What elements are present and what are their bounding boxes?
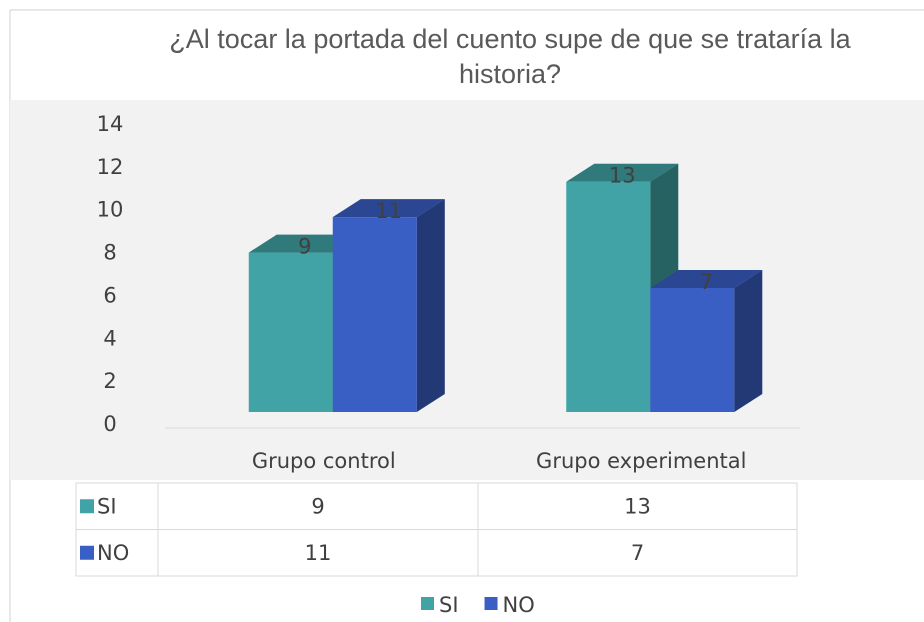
data-label: 7 <box>700 270 713 294</box>
data-label: 9 <box>298 235 311 259</box>
y-tick-label: 4 <box>103 326 116 350</box>
table-key <box>80 545 94 560</box>
table-row <box>75 482 798 530</box>
y-tick-label: 2 <box>103 369 116 393</box>
bar-side-shade <box>734 270 763 412</box>
data-label: 11 <box>375 199 402 223</box>
bar-top-shade <box>650 270 763 288</box>
y-tick-label: 6 <box>103 283 116 307</box>
bar-front <box>332 217 417 412</box>
bar-front <box>650 288 735 412</box>
table-row <box>75 529 798 577</box>
y-tick-label: 12 <box>97 155 124 179</box>
x-tick-label: Grupo experimental <box>536 449 746 473</box>
bar-top-shade <box>566 163 679 182</box>
bar <box>566 163 679 412</box>
table-cell: 7 <box>631 541 644 565</box>
table-cell: 13 <box>624 494 651 518</box>
bar-top <box>566 163 679 182</box>
x-tick-label: Grupo control <box>252 449 396 473</box>
legend-swatch <box>484 597 498 610</box>
data-label: 13 <box>609 164 636 188</box>
bar-front <box>566 181 651 412</box>
table-cell: 9 <box>311 494 324 518</box>
y-tick-label: 10 <box>97 198 124 222</box>
bar-side <box>734 270 763 412</box>
bar <box>332 199 445 412</box>
bar-front <box>248 252 333 412</box>
y-tick-label: 0 <box>103 412 116 436</box>
legend-label: NO <box>503 593 535 617</box>
bar-side <box>416 199 445 412</box>
table-series-name: SI <box>97 494 117 518</box>
bar-side-shade <box>416 199 445 412</box>
bar-top <box>332 199 445 218</box>
legend-swatch <box>421 597 434 610</box>
y-tick-label: 14 <box>97 112 124 136</box>
chart-title: ¿Al tocar la portada del cuento supe de … <box>169 24 851 89</box>
table-key <box>80 499 94 514</box>
table-series-name: NO <box>97 541 129 565</box>
bar <box>650 270 763 412</box>
plot-area <box>10 100 924 480</box>
legend-label: SI <box>439 593 459 617</box>
y-tick-label: 8 <box>103 241 116 265</box>
bar-top-shade <box>332 199 445 218</box>
table-cell: 11 <box>305 541 332 565</box>
bar-top <box>650 270 763 288</box>
